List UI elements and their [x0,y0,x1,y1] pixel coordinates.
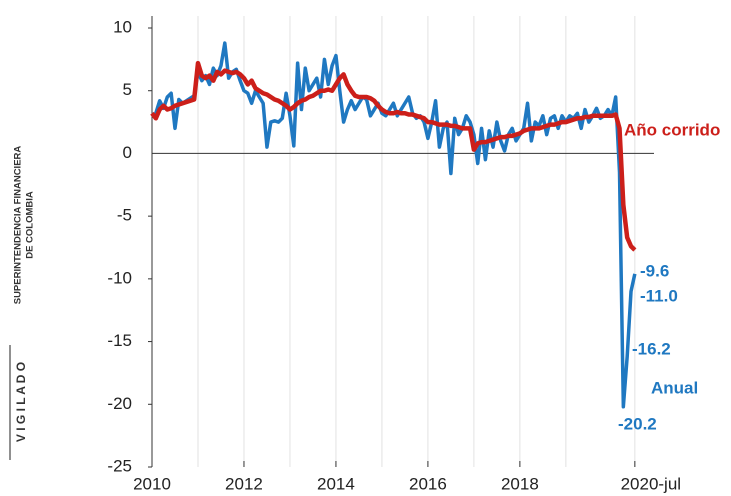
series-label: Anual [651,378,698,397]
y-tick-label: -10 [107,268,132,287]
y-tick-label: 10 [113,17,132,36]
data-label: -11.0 [640,286,678,305]
y-tick-label: -25 [107,456,132,475]
x-tick-label: 2012 [225,474,263,493]
y-tick-label: -5 [117,206,132,225]
watermark-text: DE COLOMBIA [25,191,36,259]
y-tick-label: -15 [107,331,132,350]
y-tick-label: 5 [123,80,132,99]
x-tick-label: 2010 [133,474,171,493]
data-label: -9.6 [640,261,669,280]
series-line [150,60,637,252]
watermark-text: V I G I L A D O [14,362,28,442]
series-label: Año corrido [624,120,720,139]
y-tick-label: 0 [123,143,132,162]
x-tick-label: 2014 [317,474,355,493]
series-line [151,41,637,409]
watermark-text: SUPERINTENDENCIA FINANCIERA [13,146,24,305]
x-tick-label: 2020-jul [621,474,682,493]
x-tick-label: 2018 [501,474,539,493]
x-tick-label: 2016 [409,474,447,493]
data-label: -16.2 [632,339,671,358]
y-tick-label: -20 [107,394,132,413]
data-label: -20.2 [618,414,657,433]
